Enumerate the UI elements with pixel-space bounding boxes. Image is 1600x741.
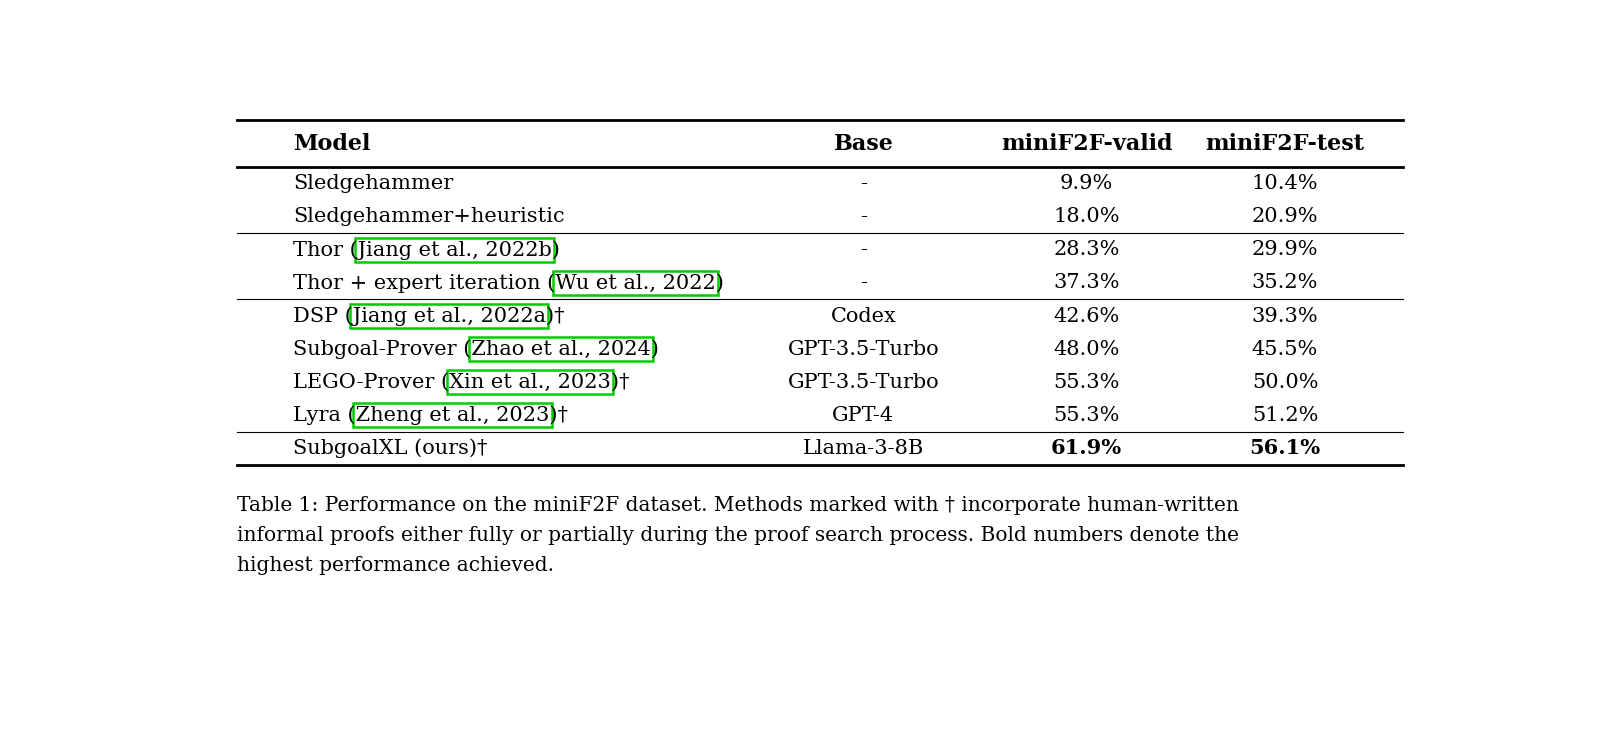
Text: 10.4%: 10.4% — [1251, 174, 1318, 193]
Text: DSP (Jiang et al., 2022a)†: DSP (Jiang et al., 2022a)† — [293, 306, 565, 326]
Text: Llama-3-8B: Llama-3-8B — [803, 439, 925, 458]
Text: GPT-3.5-Turbo: GPT-3.5-Turbo — [787, 373, 939, 392]
Bar — [350, 304, 549, 328]
Text: 50.0%: 50.0% — [1251, 373, 1318, 392]
Text: Model: Model — [293, 133, 370, 155]
Text: 29.9%: 29.9% — [1251, 240, 1318, 259]
Text: Sledgehammer: Sledgehammer — [293, 174, 453, 193]
Bar — [469, 337, 653, 361]
Text: LEGO-Prover (Xin et al., 2023)†: LEGO-Prover (Xin et al., 2023)† — [293, 373, 629, 392]
Text: Codex: Codex — [830, 307, 896, 325]
Text: -: - — [859, 207, 867, 226]
Text: 61.9%: 61.9% — [1051, 439, 1122, 459]
Text: 51.2%: 51.2% — [1251, 406, 1318, 425]
Text: Table 1: Performance on the miniF2F dataset. Methods marked with † incorporate h: Table 1: Performance on the miniF2F data… — [237, 496, 1238, 515]
Text: Subgoal-Prover (Zhao et al., 2024): Subgoal-Prover (Zhao et al., 2024) — [293, 339, 659, 359]
Bar — [355, 238, 554, 262]
Text: 37.3%: 37.3% — [1053, 273, 1120, 293]
Text: 9.9%: 9.9% — [1059, 174, 1114, 193]
Text: Sledgehammer+heuristic: Sledgehammer+heuristic — [293, 207, 565, 226]
Text: Thor + expert iteration (Wu et al., 2022): Thor + expert iteration (Wu et al., 2022… — [293, 273, 723, 293]
Text: 35.2%: 35.2% — [1251, 273, 1318, 293]
Text: 45.5%: 45.5% — [1251, 339, 1318, 359]
Text: -: - — [859, 174, 867, 193]
Text: 42.6%: 42.6% — [1053, 307, 1120, 325]
Text: 39.3%: 39.3% — [1251, 307, 1318, 325]
Text: 20.9%: 20.9% — [1251, 207, 1318, 226]
Text: miniF2F-test: miniF2F-test — [1205, 133, 1365, 155]
Text: Base: Base — [834, 133, 893, 155]
Text: 48.0%: 48.0% — [1053, 339, 1120, 359]
Text: -: - — [859, 240, 867, 259]
Bar — [354, 403, 552, 428]
Text: 55.3%: 55.3% — [1053, 406, 1120, 425]
Text: GPT-4: GPT-4 — [832, 406, 894, 425]
Text: 18.0%: 18.0% — [1053, 207, 1120, 226]
Text: 28.3%: 28.3% — [1053, 240, 1120, 259]
Text: highest performance achieved.: highest performance achieved. — [237, 556, 554, 575]
Text: informal proofs either fully or partially during the proof search process. Bold : informal proofs either fully or partiall… — [237, 526, 1240, 545]
Text: Lyra (Zheng et al., 2023)†: Lyra (Zheng et al., 2023)† — [293, 405, 568, 425]
Text: GPT-3.5-Turbo: GPT-3.5-Turbo — [787, 339, 939, 359]
Text: 56.1%: 56.1% — [1250, 439, 1320, 459]
Text: SubgoalXL (ours)†: SubgoalXL (ours)† — [293, 439, 488, 458]
Text: miniF2F-valid: miniF2F-valid — [1002, 133, 1173, 155]
Text: 55.3%: 55.3% — [1053, 373, 1120, 392]
Text: Thor (Jiang et al., 2022b): Thor (Jiang et al., 2022b) — [293, 240, 560, 259]
Bar — [446, 370, 613, 394]
Bar — [552, 270, 718, 295]
Text: -: - — [859, 273, 867, 293]
